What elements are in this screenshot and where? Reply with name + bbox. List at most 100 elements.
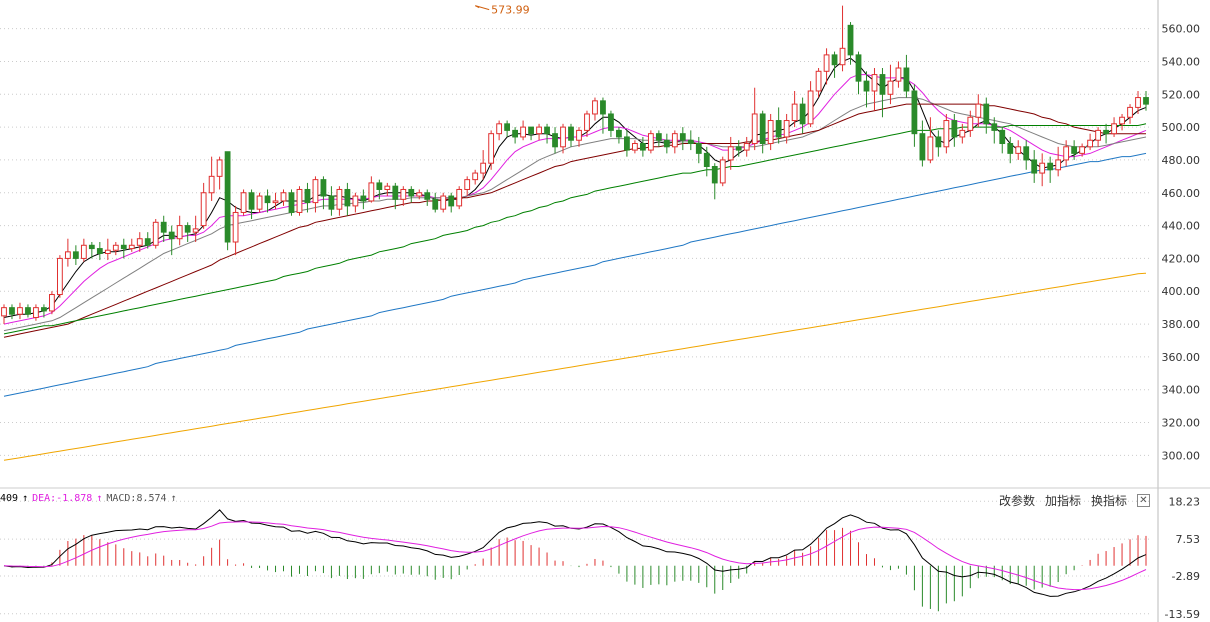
candle[interactable] bbox=[879, 68, 886, 118]
candle[interactable] bbox=[33, 304, 39, 321]
candle[interactable] bbox=[823, 48, 830, 85]
candle[interactable] bbox=[839, 5, 846, 72]
candle[interactable] bbox=[320, 176, 327, 210]
candle[interactable] bbox=[887, 64, 894, 105]
candle[interactable] bbox=[208, 156, 215, 201]
candle[interactable] bbox=[1071, 140, 1078, 160]
candle[interactable] bbox=[96, 242, 103, 261]
candle[interactable] bbox=[376, 179, 383, 200]
candle[interactable] bbox=[416, 189, 423, 200]
candle[interactable] bbox=[272, 192, 279, 210]
macd-chart[interactable]: 18.23 7.53 -2.89 -13.59 bbox=[0, 489, 1210, 622]
candle[interactable] bbox=[296, 186, 303, 216]
candle[interactable] bbox=[400, 186, 407, 206]
candle[interactable] bbox=[432, 192, 439, 213]
candle[interactable] bbox=[168, 225, 175, 256]
candle[interactable] bbox=[80, 238, 87, 262]
candle[interactable] bbox=[128, 238, 135, 252]
candle[interactable] bbox=[1031, 150, 1038, 183]
candle[interactable] bbox=[176, 215, 183, 246]
candlestick-chart[interactable]: 560.00 540.00 520.00 500.00 480.00 460.00 440.… bbox=[0, 0, 1210, 489]
candle[interactable] bbox=[88, 242, 95, 259]
candle[interactable] bbox=[663, 133, 670, 154]
candle[interactable] bbox=[927, 117, 934, 164]
candle[interactable] bbox=[727, 136, 734, 170]
candle[interactable] bbox=[280, 189, 287, 206]
candle[interactable] bbox=[104, 238, 111, 261]
candle[interactable] bbox=[679, 127, 686, 151]
change-params-button[interactable]: 改参数 bbox=[998, 493, 1035, 508]
candle[interactable] bbox=[440, 192, 447, 213]
candle[interactable] bbox=[1007, 136, 1014, 164]
swap-indicator-button[interactable]: 换指标 bbox=[1090, 493, 1127, 508]
candle[interactable] bbox=[592, 97, 598, 121]
candle[interactable] bbox=[1047, 156, 1054, 183]
candle[interactable] bbox=[831, 51, 838, 78]
candle[interactable] bbox=[616, 127, 622, 144]
candle[interactable] bbox=[799, 97, 806, 134]
candle[interactable] bbox=[871, 68, 878, 111]
candle[interactable] bbox=[448, 192, 455, 213]
candle[interactable] bbox=[863, 71, 870, 108]
candle[interactable] bbox=[496, 120, 503, 141]
candle[interactable] bbox=[1039, 153, 1046, 187]
candle[interactable] bbox=[632, 140, 638, 154]
candle[interactable] bbox=[568, 123, 574, 147]
candle[interactable] bbox=[192, 215, 199, 242]
candle[interactable] bbox=[783, 113, 790, 144]
candle[interactable] bbox=[711, 163, 718, 200]
candle[interactable] bbox=[695, 136, 702, 164]
candle[interactable] bbox=[751, 87, 758, 151]
candle[interactable] bbox=[216, 156, 223, 190]
candle[interactable] bbox=[991, 117, 998, 144]
candle[interactable] bbox=[57, 255, 63, 298]
candle[interactable] bbox=[480, 150, 487, 180]
candle[interactable] bbox=[41, 304, 47, 318]
candle[interactable] bbox=[200, 182, 207, 229]
candle[interactable] bbox=[304, 182, 311, 213]
candle[interactable] bbox=[336, 186, 343, 216]
candle[interactable] bbox=[647, 130, 654, 154]
candle[interactable] bbox=[240, 189, 247, 216]
candle[interactable] bbox=[464, 176, 471, 197]
candle[interactable] bbox=[352, 192, 359, 213]
candle[interactable] bbox=[248, 189, 255, 220]
candle[interactable] bbox=[847, 22, 854, 65]
candle[interactable] bbox=[895, 61, 902, 88]
candle[interactable] bbox=[1111, 117, 1117, 137]
candle[interactable] bbox=[903, 54, 910, 98]
candle[interactable] bbox=[719, 156, 726, 187]
candle[interactable] bbox=[184, 222, 191, 242]
candle[interactable] bbox=[687, 130, 694, 151]
candle[interactable] bbox=[1063, 140, 1070, 167]
candle[interactable] bbox=[743, 136, 750, 157]
candle[interactable] bbox=[408, 186, 415, 203]
candle[interactable] bbox=[512, 127, 518, 144]
candle[interactable] bbox=[911, 84, 918, 147]
candle[interactable] bbox=[25, 304, 31, 318]
candle[interactable] bbox=[232, 205, 239, 256]
candle[interactable] bbox=[9, 304, 15, 320]
candle[interactable] bbox=[368, 176, 375, 203]
candle[interactable] bbox=[967, 110, 974, 137]
candle[interactable] bbox=[160, 215, 167, 242]
candle[interactable] bbox=[600, 97, 606, 134]
candle[interactable] bbox=[1055, 146, 1062, 177]
candle[interactable] bbox=[1015, 140, 1022, 160]
candle[interactable] bbox=[608, 110, 614, 137]
candle[interactable] bbox=[791, 90, 798, 128]
candle[interactable] bbox=[72, 245, 79, 265]
candle[interactable] bbox=[424, 189, 431, 206]
candle[interactable] bbox=[624, 130, 630, 157]
candle[interactable] bbox=[1127, 104, 1133, 124]
candle[interactable] bbox=[703, 146, 710, 177]
candle[interactable] bbox=[224, 151, 231, 251]
candle[interactable] bbox=[504, 120, 511, 137]
candle[interactable] bbox=[120, 238, 127, 259]
candle[interactable] bbox=[1103, 123, 1109, 144]
candle[interactable] bbox=[1023, 140, 1030, 170]
candle[interactable] bbox=[855, 51, 862, 95]
candle[interactable] bbox=[520, 120, 526, 141]
candle[interactable] bbox=[767, 113, 774, 151]
candle[interactable] bbox=[671, 130, 678, 154]
